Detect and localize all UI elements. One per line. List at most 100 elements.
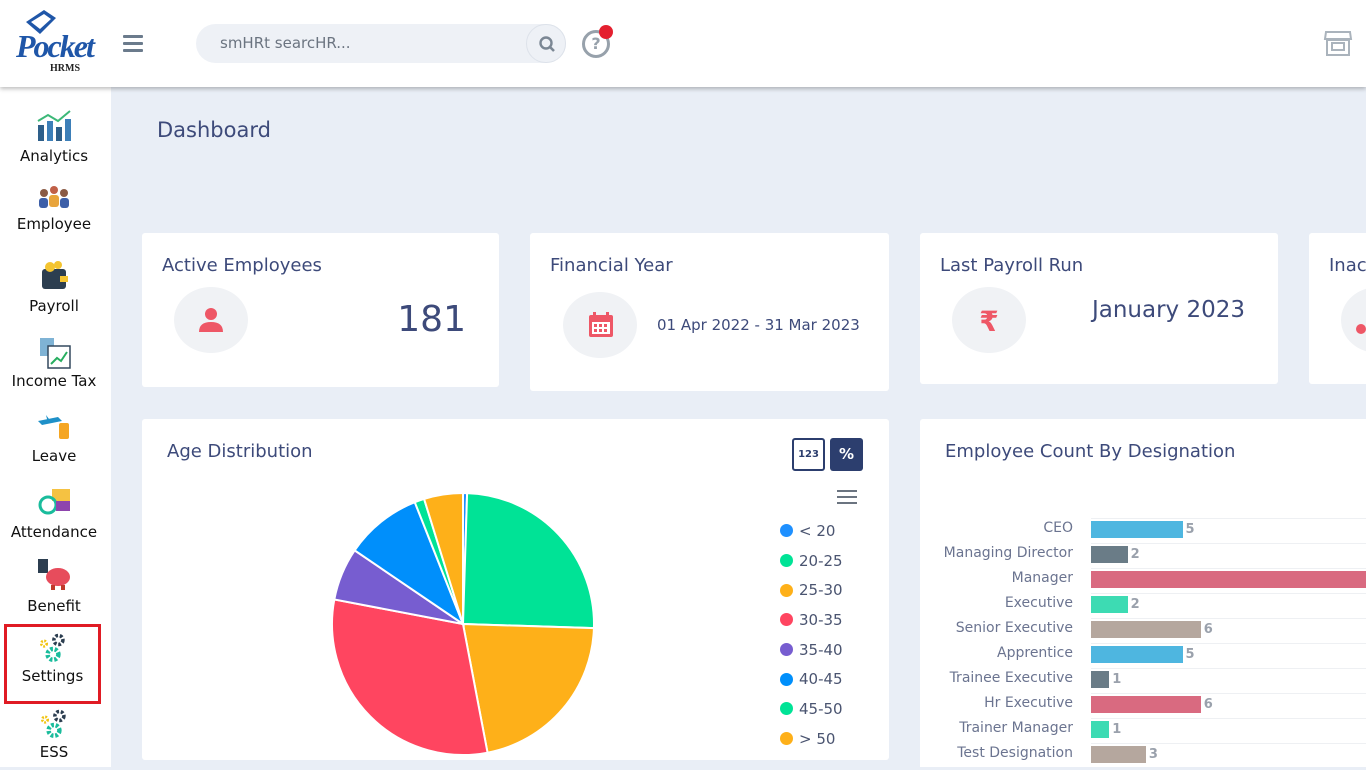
bar[interactable] — [1091, 696, 1201, 713]
inactive-card[interactable]: Inac — [1309, 233, 1366, 384]
bar[interactable] — [1091, 546, 1128, 563]
legend-item[interactable]: 35-40 — [780, 635, 843, 665]
count-toggle-button[interactable]: 123 — [792, 438, 825, 471]
legend-label: 45-50 — [799, 699, 843, 718]
sidebar: Analytics Employee Payroll Income Tax Le… — [0, 87, 111, 767]
last-payroll-card[interactable]: Last Payroll Run ₹ January 2023 — [920, 233, 1278, 384]
bar-category-label: CEO — [1043, 520, 1073, 536]
bar[interactable] — [1091, 721, 1110, 738]
chart-menu-icon[interactable] — [837, 489, 859, 505]
legend-item[interactable]: 25-30 — [780, 575, 843, 605]
grid-line — [1091, 668, 1366, 669]
bar-value-label: 1 — [1112, 672, 1122, 687]
person-icon — [174, 287, 248, 353]
sidebar-item-leave[interactable]: Leave — [0, 407, 108, 465]
legend-item[interactable]: 30-35 — [780, 605, 843, 635]
notification-dot — [599, 25, 613, 39]
legend-item[interactable]: 40-45 — [780, 664, 843, 694]
bar[interactable] — [1091, 621, 1201, 638]
search-icon — [539, 36, 555, 52]
financial-year-card[interactable]: Financial Year 01 Apr 2022 - 31 Mar 2023 — [530, 233, 889, 391]
bar-value-label: 2 — [1130, 547, 1140, 562]
bar-value-label: 5 — [1185, 522, 1195, 537]
percent-toggle-button[interactable]: % — [830, 438, 863, 471]
age-pie-chart — [331, 491, 595, 756]
legend-swatch — [780, 583, 793, 597]
gear-icon — [40, 709, 66, 739]
active-employees-card[interactable]: Active Employees 181 — [142, 233, 499, 387]
legend-swatch — [780, 702, 793, 716]
sidebar-item-benefit[interactable]: Benefit — [0, 557, 108, 615]
age-legend: < 20 20-25 25-30 30-35 35-40 40-45 45-50 > 50 — [780, 516, 843, 754]
bar[interactable] — [1091, 521, 1183, 538]
sidebar-item-income-tax[interactable]: Income Tax — [0, 332, 108, 390]
bar[interactable] — [1091, 571, 1366, 588]
top-bar: Pocket HRMS ? — [0, 0, 1366, 87]
sidebar-item-label: Settings — [21, 667, 84, 685]
bar-category-label: Hr Executive — [984, 695, 1073, 711]
pie-slice[interactable] — [461, 622, 595, 754]
calendar-icon — [563, 292, 637, 358]
person-icon — [1341, 287, 1366, 353]
search-button[interactable] — [526, 24, 566, 63]
bar-value-label: 6 — [1203, 622, 1213, 637]
financial-year-value: 01 Apr 2022 - 31 Mar 2023 — [657, 316, 860, 334]
sidebar-item-ess[interactable]: ESS — [0, 707, 108, 761]
sidebar-item-label: ESS — [39, 743, 69, 761]
designation-chart-title: Employee Count By Designation — [945, 441, 1236, 462]
legend-label: 25-30 — [799, 581, 843, 600]
grid-line — [1091, 718, 1366, 719]
bar[interactable] — [1091, 746, 1146, 763]
bar-category-label: Trainee Executive — [949, 670, 1073, 686]
gear-icon — [39, 633, 65, 663]
legend-swatch — [780, 524, 793, 538]
sidebar-item-label: Payroll — [29, 297, 79, 315]
card-title: Last Payroll Run — [940, 255, 1084, 276]
legend-swatch — [780, 732, 793, 746]
leave-icon — [38, 415, 69, 439]
sidebar-item-payroll[interactable]: Payroll — [0, 257, 108, 315]
bar-value-label: 2 — [1130, 597, 1140, 612]
card-title: Inac — [1329, 255, 1366, 276]
legend-item[interactable]: 45-50 — [780, 694, 843, 724]
search-bar — [196, 24, 566, 63]
store-icon[interactable] — [1323, 28, 1353, 58]
sidebar-item-label: Income Tax — [11, 372, 97, 390]
bar[interactable] — [1091, 671, 1110, 688]
legend-label: < 20 — [799, 521, 836, 540]
pie-slice[interactable] — [353, 500, 466, 627]
active-employees-value: 181 — [397, 299, 466, 340]
sidebar-item-label: Analytics — [19, 147, 89, 165]
bar-category-label: Test Designation — [957, 745, 1073, 761]
grid-line — [1091, 568, 1366, 569]
bar-category-label: Senior Executive — [955, 620, 1073, 636]
card-title: Financial Year — [550, 255, 673, 276]
menu-toggle-icon[interactable] — [123, 35, 143, 53]
legend-item[interactable]: < 20 — [780, 516, 843, 546]
analytics-icon — [37, 110, 71, 141]
pocket-hrms-logo[interactable]: Pocket HRMS — [14, 8, 95, 78]
payroll-icon — [42, 261, 68, 289]
bar[interactable] — [1091, 596, 1128, 613]
bar-category-label: Managing Director — [943, 545, 1073, 561]
last-payroll-value: January 2023 — [1091, 297, 1245, 323]
search-input[interactable] — [220, 33, 510, 53]
bar[interactable] — [1091, 646, 1183, 663]
sidebar-item-employee[interactable]: Employee — [0, 183, 108, 233]
grid-line — [1091, 743, 1366, 744]
pie-slice[interactable] — [422, 491, 464, 625]
pie-slice[interactable] — [461, 492, 595, 630]
pie-slice[interactable] — [331, 598, 489, 756]
legend-label: 30-35 — [799, 610, 843, 629]
legend-label: 35-40 — [799, 640, 843, 659]
legend-item[interactable]: > 50 — [780, 724, 843, 754]
help-icon[interactable]: ? — [582, 30, 610, 58]
sidebar-item-attendance[interactable]: Attendance — [0, 483, 108, 541]
legend-swatch — [780, 643, 793, 657]
sidebar-item-label: Benefit — [27, 597, 81, 615]
sidebar-item-label: Employee — [16, 215, 92, 233]
legend-swatch — [780, 672, 793, 686]
legend-item[interactable]: 20-25 — [780, 546, 843, 576]
sidebar-item-settings[interactable]: Settings — [4, 624, 101, 704]
sidebar-item-analytics[interactable]: Analytics — [0, 107, 108, 165]
